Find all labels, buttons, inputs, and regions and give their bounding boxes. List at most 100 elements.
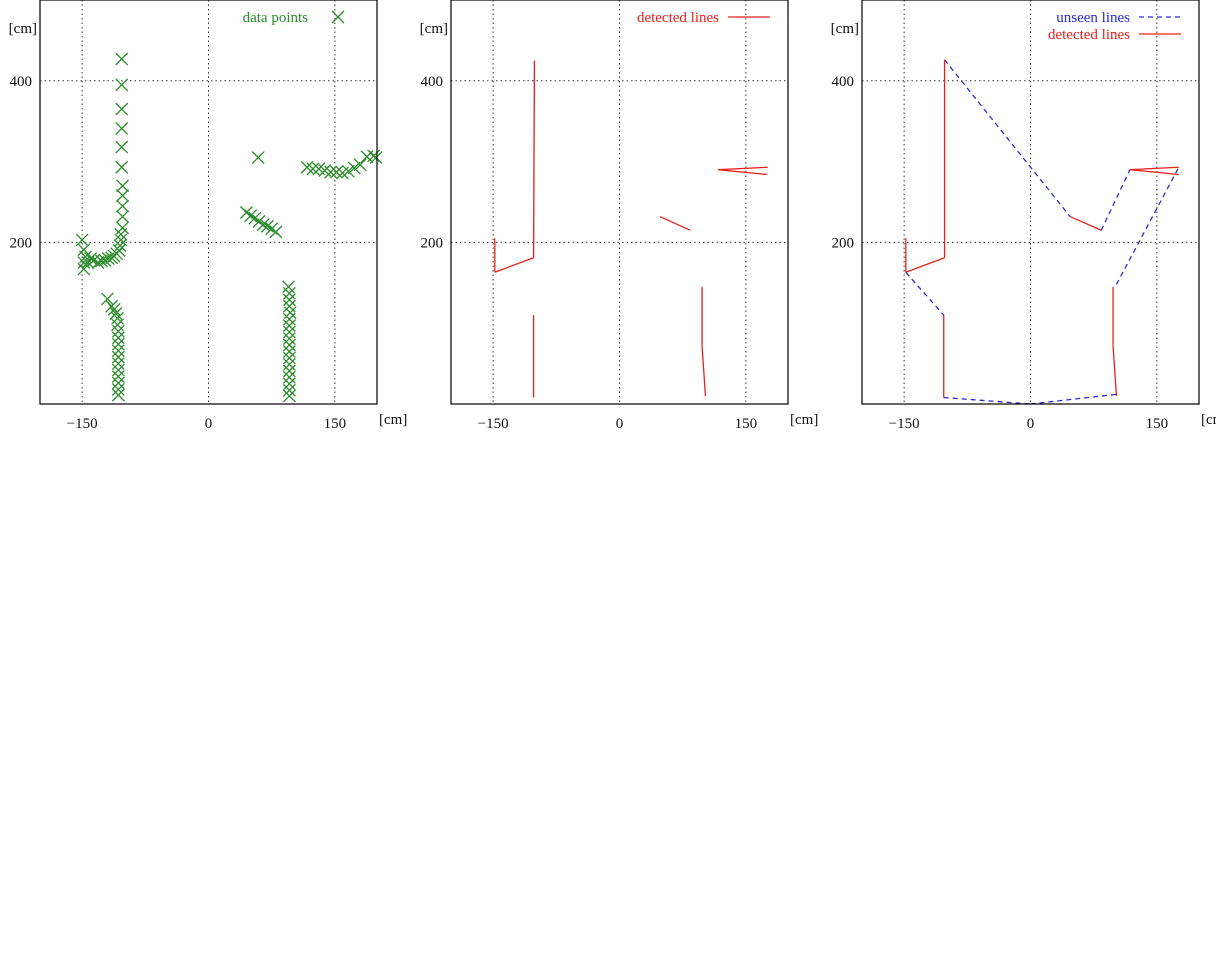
data-point (244, 209, 258, 223)
data-point (91, 256, 105, 270)
legend-entry-label: data points (243, 10, 309, 26)
data-point (115, 102, 129, 116)
data-point (283, 306, 297, 320)
data-point (107, 303, 121, 316)
data-point (111, 324, 125, 338)
data-point (114, 233, 128, 247)
x-axis-label: [cm] (790, 412, 818, 428)
data-point (282, 338, 296, 352)
y-tick-label: 200 (421, 235, 444, 251)
data-point (95, 254, 108, 268)
data-point (282, 345, 296, 358)
data-point (282, 325, 296, 339)
data-point (282, 299, 296, 313)
plot-frame (861, 0, 1200, 405)
line-segment (905, 257, 945, 273)
data-point (111, 337, 125, 351)
legend: data points (243, 10, 345, 26)
series-1 (905, 59, 1180, 405)
y-axis-label: [cm] (9, 21, 37, 37)
line-segment (532, 60, 536, 258)
data-point (115, 140, 129, 154)
legend-marker (331, 10, 345, 24)
data-point (116, 179, 130, 193)
line-segment (944, 59, 1071, 217)
data-point (113, 239, 127, 253)
data-point (282, 351, 296, 365)
data-point (115, 52, 129, 66)
data-point (347, 161, 361, 175)
series-2 (905, 59, 1179, 398)
plot-frame (39, 0, 378, 405)
data-point (116, 199, 130, 213)
data-point (77, 243, 91, 257)
data-point (116, 210, 130, 224)
y-axis-label: [cm] (420, 21, 448, 37)
data-point (111, 344, 125, 358)
panel-1: −150 0 150 200 400 [cm] [cm] data points (9, 0, 407, 432)
x-axis-label: [cm] (1201, 412, 1216, 428)
legend: detected lines (637, 10, 770, 26)
legend-entry-label: unseen lines (1056, 10, 1130, 26)
x-tick-label: 150 (735, 416, 758, 432)
y-axis-label: [cm] (831, 21, 859, 37)
data-point (111, 331, 125, 345)
y-tick-label: 400 (10, 74, 33, 90)
data-point (330, 165, 344, 179)
x-tick-label: −150 (889, 416, 920, 432)
data-point (282, 377, 296, 391)
data-point (111, 350, 125, 364)
line-segment (701, 345, 707, 396)
data-point (115, 160, 129, 174)
line-segment (659, 215, 691, 231)
data-point (111, 357, 125, 371)
plot-frame (450, 0, 789, 405)
line-segment (1129, 166, 1179, 171)
data-point (282, 286, 296, 300)
data-point (115, 78, 129, 92)
data-point (109, 307, 123, 320)
data-point (282, 389, 296, 403)
line-segment (1115, 166, 1180, 285)
data-point (84, 252, 98, 266)
series-1 (75, 52, 383, 403)
x-tick-label: −150 (478, 416, 509, 432)
data-point (115, 122, 129, 135)
y-tick-label: 200 (10, 235, 33, 251)
line-segment (905, 271, 945, 316)
data-point (111, 363, 125, 377)
series-1 (494, 60, 768, 398)
data-point (269, 225, 283, 239)
data-point (111, 382, 125, 396)
data-point (324, 165, 338, 179)
data-point (261, 219, 274, 233)
data-point (116, 189, 130, 202)
line-segment (1030, 393, 1117, 405)
x-axis-label: [cm] (379, 412, 407, 428)
data-point (100, 292, 114, 306)
line-segment (718, 169, 768, 176)
data-point (369, 151, 383, 165)
data-point (341, 164, 355, 178)
x-tick-label: −150 (67, 416, 98, 432)
panel-2: −150 0 150 200 400 [cm] [cm] detected lines (420, 0, 818, 432)
data-point (248, 211, 262, 225)
data-point (282, 332, 296, 346)
data-point (112, 244, 126, 257)
y-tick-label: 400 (832, 74, 855, 90)
y-tick-label: 200 (832, 235, 855, 251)
line-segment (1069, 215, 1102, 231)
legend-entry-label: detected lines (637, 10, 719, 26)
data-point (282, 364, 296, 378)
x-tick-label: 0 (616, 416, 624, 432)
legend-entry-label: detected lines (1048, 27, 1130, 43)
data-point (239, 206, 253, 219)
data-point (98, 253, 112, 267)
line-segment (494, 257, 534, 273)
panel-3: −150 0 150 200 400 [cm] [cm] unseen linesdetect… (831, 0, 1216, 432)
data-point (282, 370, 296, 384)
data-point (282, 319, 296, 333)
data-point (77, 262, 91, 276)
